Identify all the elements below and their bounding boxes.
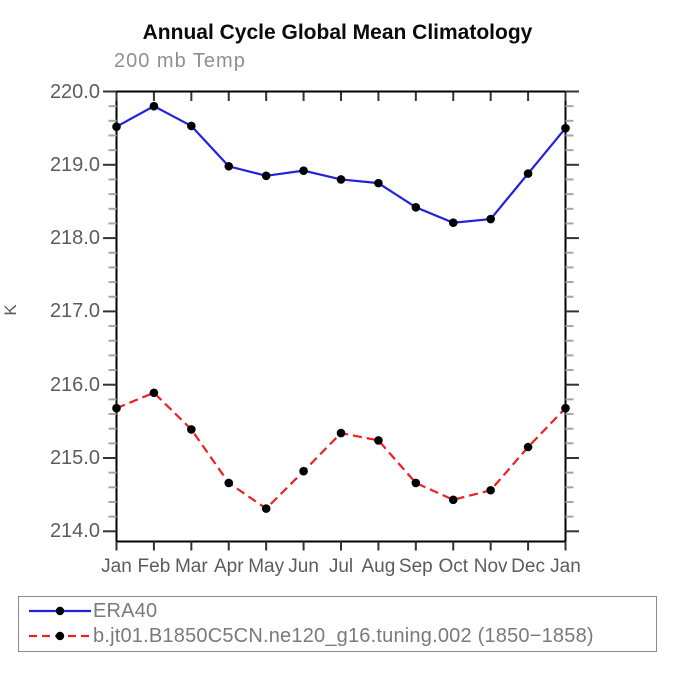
data-point — [224, 161, 234, 171]
x-tick-label: Dec — [511, 556, 545, 577]
legend-item-era40: ERA40 — [19, 598, 656, 624]
data-point — [112, 122, 121, 131]
data-point — [523, 169, 533, 178]
legend-line-dashed-icon — [29, 631, 91, 641]
x-tick-label: Apr — [213, 556, 244, 577]
plot-frame — [115, 90, 567, 543]
legend-line-solid-icon — [29, 606, 91, 616]
y-tick-label: 220.0 — [49, 80, 100, 103]
y-tick-label: 215.0 — [49, 447, 100, 469]
x-tick-label: Feb — [137, 556, 171, 577]
data-point — [149, 101, 159, 111]
y-tick-label: 216.0 — [49, 373, 100, 396]
data-point — [187, 425, 196, 434]
x-tick-label: Mar — [174, 556, 208, 577]
x-tick-label: May — [248, 556, 285, 577]
data-point — [561, 403, 570, 413]
data-point — [523, 442, 533, 452]
legend-item-model-run: b.jt01.B1850C5CN.ne120_g16.tuning.002 (1… — [19, 623, 656, 649]
chart-title: Annual Cycle Global Mean Climatology — [142, 21, 533, 44]
data-point — [261, 171, 271, 181]
legend-label-era40: ERA40 — [93, 600, 158, 622]
y-tick-label: 214.0 — [49, 520, 100, 543]
y-tick-label: 218.0 — [49, 227, 100, 250]
data-point — [486, 214, 495, 224]
data-point — [149, 388, 159, 398]
data-point — [187, 121, 196, 131]
y-tick-label: 217.0 — [49, 300, 100, 323]
x-tick-label: Jan — [550, 556, 581, 577]
chart-subtitle: 200 mb Temp — [114, 50, 246, 72]
x-tick-label: Oct — [438, 556, 469, 577]
data-point — [112, 403, 121, 413]
x-tick-label: Nov — [473, 556, 508, 577]
x-tick-label: Sep — [398, 556, 433, 577]
data-point — [336, 175, 346, 184]
x-tick-label: Jul — [328, 556, 354, 577]
x-tick-label: Jun — [288, 556, 319, 577]
x-tick-label: Aug — [361, 556, 396, 577]
y-tick-label: 219.0 — [49, 153, 100, 176]
data-point — [448, 218, 458, 228]
data-point — [261, 504, 271, 513]
data-point — [561, 123, 570, 133]
data-point — [299, 466, 308, 476]
series-line-1 — [116, 391, 567, 511]
x-tick-label: Jan — [101, 556, 132, 577]
data-point — [299, 166, 308, 175]
data-point — [486, 485, 495, 495]
legend: ERA40 b.jt01.B1850C5CN.ne120_g16.tuning.… — [18, 596, 657, 652]
legend-label-model-run: b.jt01.B1850C5CN.ne120_g16.tuning.002 (1… — [93, 625, 594, 647]
data-point — [411, 203, 421, 212]
data-point — [374, 178, 383, 188]
data-point — [374, 436, 383, 445]
series-line-0 — [115, 104, 567, 224]
data-point — [411, 478, 421, 488]
data-point — [224, 478, 234, 488]
data-point — [336, 428, 346, 438]
data-point — [448, 495, 458, 505]
